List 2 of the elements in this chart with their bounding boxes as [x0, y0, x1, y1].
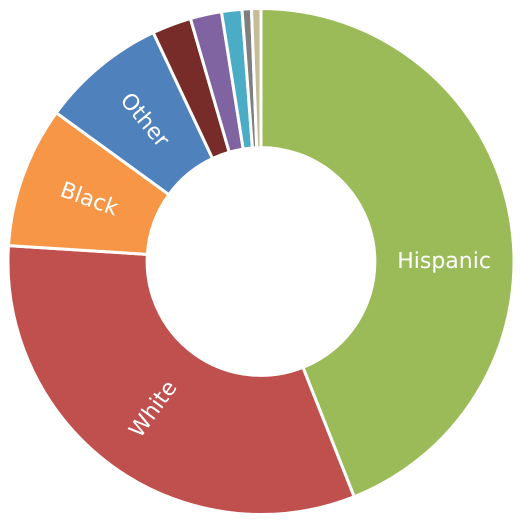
- slice-label: Hispanic: [397, 249, 491, 274]
- slice-label: Black: [56, 178, 122, 222]
